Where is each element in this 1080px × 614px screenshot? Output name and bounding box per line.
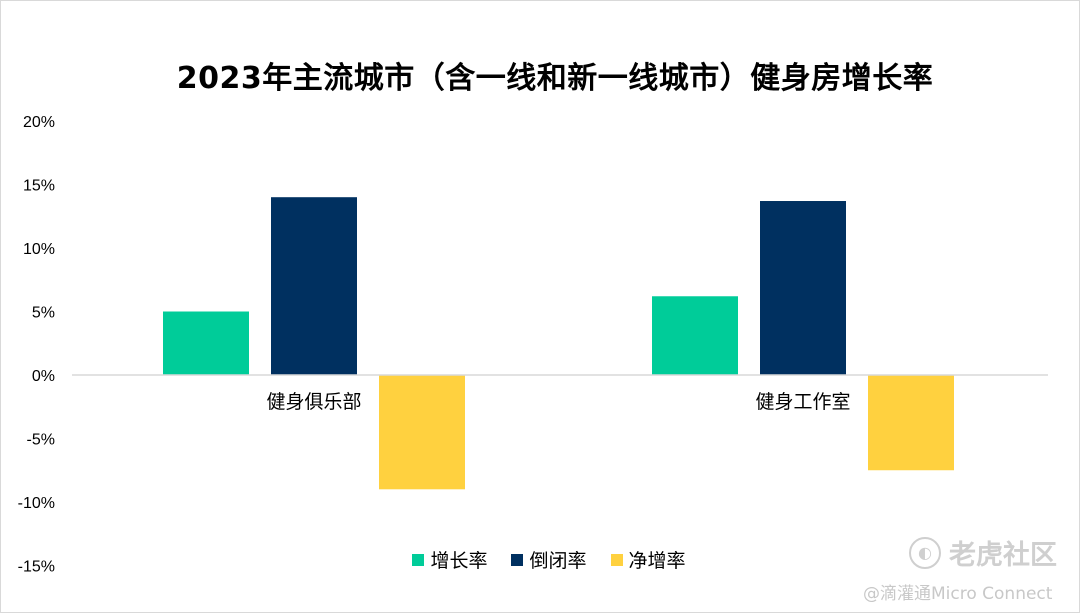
legend-label: 净增率 (628, 550, 686, 572)
bar-0-1 (271, 197, 357, 375)
legend: 增长率 倒闭率 净增率 (1, 546, 1080, 573)
bar-1-2 (868, 375, 954, 471)
legend-item-net: 净增率 (610, 546, 686, 573)
tiger-community-icon: ◐ (909, 536, 941, 569)
bar-0-2 (379, 375, 465, 490)
legend-label: 增长率 (430, 550, 488, 572)
bar-1-0 (652, 296, 738, 375)
bar-1-1 (760, 201, 846, 375)
category-label: 健身俱乐部 (266, 391, 361, 413)
legend-swatch (610, 553, 623, 566)
legend-swatch (412, 553, 425, 566)
y-tick-label: -5% (27, 432, 55, 449)
y-tick-label: -10% (18, 495, 55, 512)
y-tick-label: 5% (32, 305, 55, 322)
legend-item-growth: 增长率 (412, 546, 487, 573)
y-tick-label: 10% (23, 241, 55, 258)
legend-label: 倒闭率 (529, 550, 587, 572)
watermark-logo-text: 老虎社区 (949, 540, 1057, 571)
bar-0-0 (163, 311, 249, 375)
watermark-logo: ◐ 老虎社区 (909, 533, 1057, 572)
category-labels: 健身俱乐部 健身工作室 (266, 391, 850, 413)
chart-title: 2023年主流城市（含一线和新一线城市）健身房增长率 (176, 61, 934, 96)
y-tick-label: 15% (23, 178, 55, 195)
y-axis: 20% 15% 10% 5% 0% -5% -10% -15% (18, 114, 55, 576)
y-tick-label: 20% (23, 114, 55, 131)
category-label: 健身工作室 (755, 391, 850, 413)
watermark-source: @滴灌通Micro Connect (863, 584, 1053, 604)
bars (163, 197, 954, 490)
legend-swatch (511, 553, 524, 566)
y-tick-label: 0% (32, 368, 55, 385)
y-tick-label: -15% (18, 559, 55, 576)
legend-item-closure: 倒闭率 (511, 546, 587, 573)
